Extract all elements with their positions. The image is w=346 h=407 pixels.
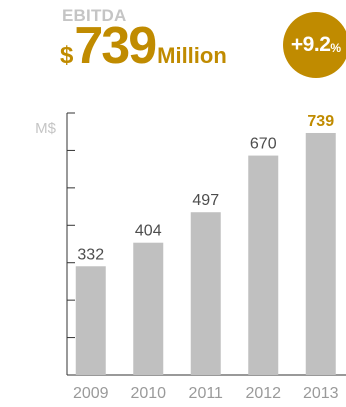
kpi-currency: $ — [60, 42, 74, 69]
x-tick-label-2010: 2010 — [130, 385, 166, 402]
data-label-2009: 332 — [77, 246, 104, 263]
x-tick-label-2013: 2013 — [303, 385, 339, 402]
kpi-headline: $739Million — [60, 20, 227, 72]
kpi-unit: Million — [157, 43, 227, 68]
growth-value: +9.2 — [290, 33, 331, 56]
bar-2013 — [305, 132, 336, 375]
x-tick-label-2012: 2012 — [245, 385, 281, 402]
bar-2010 — [133, 242, 164, 375]
bar-2009 — [75, 266, 106, 375]
growth-badge: +9.2% — [283, 12, 346, 78]
data-label-2013: 739 — [307, 113, 334, 130]
y-axis-label: M$ — [35, 120, 56, 137]
bar-2012 — [248, 155, 279, 375]
bar-2011 — [190, 212, 221, 375]
data-label-2010: 404 — [135, 223, 162, 240]
growth-unit: % — [330, 41, 342, 55]
x-tick-label-2011: 2011 — [189, 385, 224, 402]
kpi-label: EBITDA — [62, 6, 127, 25]
kpi-amount: 739 — [74, 17, 157, 75]
data-label-2012: 670 — [250, 136, 277, 153]
x-tick-label-2009: 2009 — [73, 385, 109, 402]
data-label-2011: 497 — [192, 192, 219, 209]
